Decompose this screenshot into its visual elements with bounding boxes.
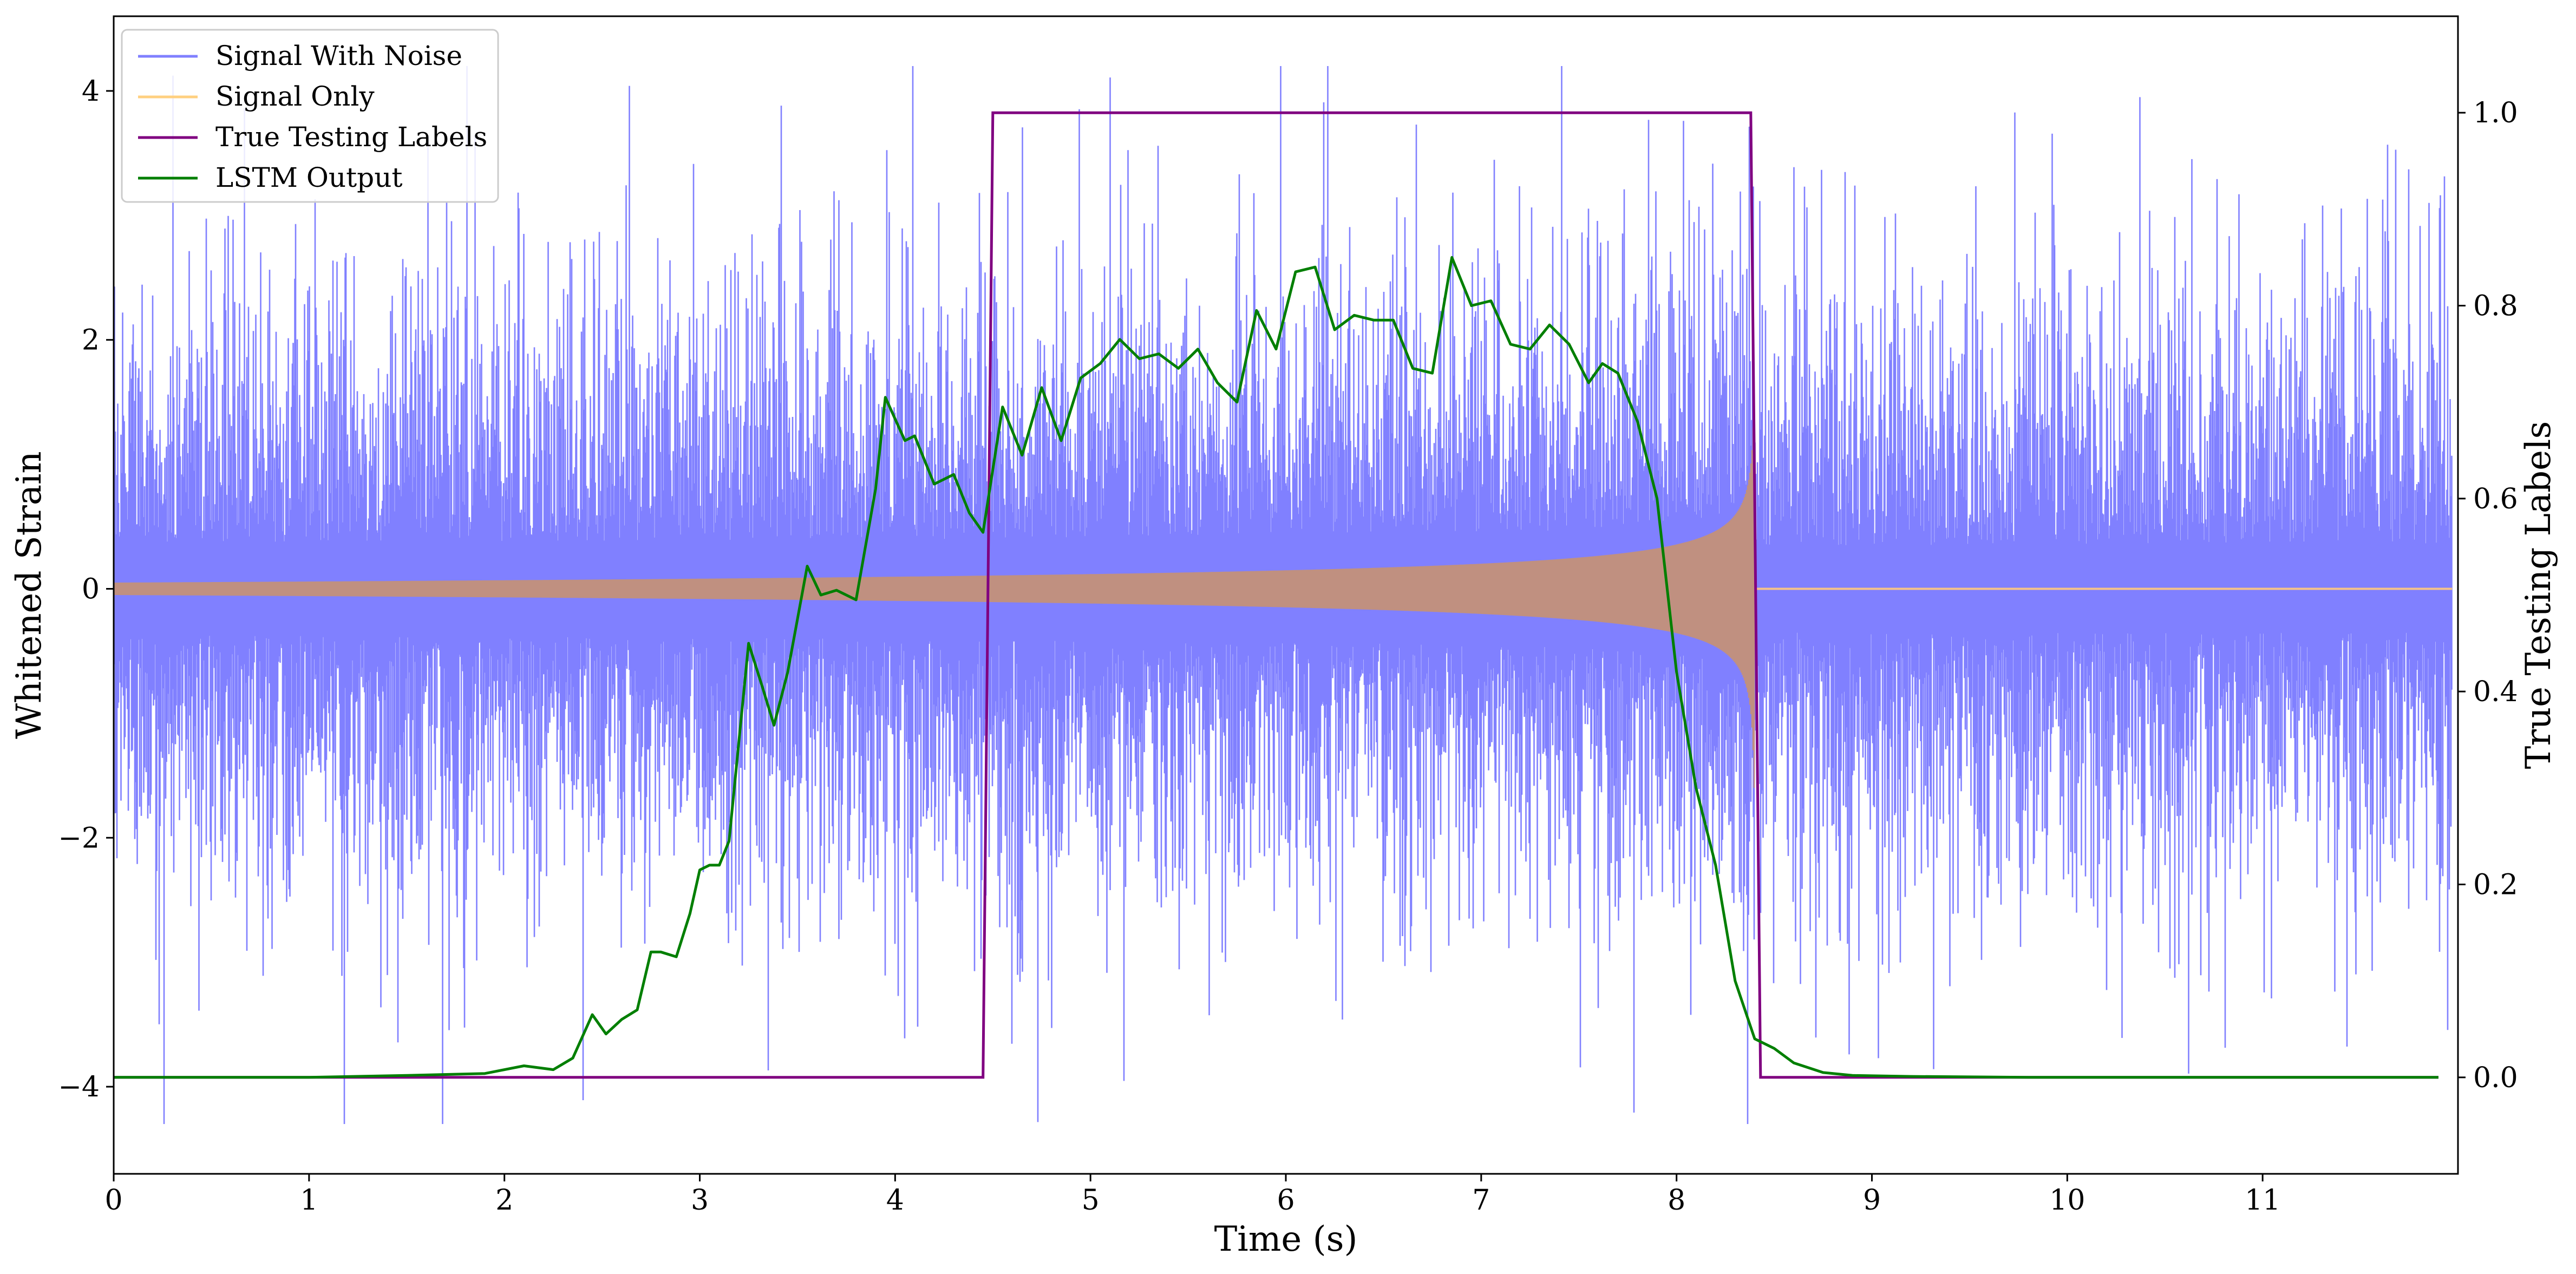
true-testing-labels-line (114, 111, 2438, 1079)
y-tick-label: 4 (82, 75, 100, 108)
x-tick-label: 6 (1277, 1184, 1294, 1217)
lstm-output-line (114, 256, 2438, 1079)
x-tick-label: 2 (495, 1184, 513, 1217)
legend-label-signal-with-noise: Signal With Noise (215, 40, 462, 71)
y-tick-label: −4 (58, 1071, 100, 1103)
legend-label-signal-only: Signal Only (215, 81, 375, 112)
y2-tick-label: 1.0 (2473, 97, 2518, 129)
x-axis-label: Time (s) (1214, 1219, 1358, 1259)
x-tick-label: 4 (886, 1184, 904, 1217)
y-axis-ticks: −4 −2 0 2 4 (58, 75, 114, 1103)
x-tick-label: 1 (300, 1184, 318, 1217)
y2-tick-label: 0.0 (2473, 1062, 2518, 1094)
y2-tick-label: 0.4 (2473, 676, 2518, 708)
x-tick-label: 0 (104, 1184, 122, 1217)
x-tick-label: 7 (1472, 1184, 1490, 1217)
x-tick-label: 8 (1668, 1184, 1685, 1217)
x-tick-label: 5 (1082, 1184, 1100, 1217)
y2-axis-ticks: 0.0 0.2 0.4 0.6 0.8 1.0 (2458, 97, 2518, 1094)
lstm-output-series (114, 256, 2438, 1079)
x-tick-label: 9 (1863, 1184, 1881, 1217)
legend-frame (121, 29, 499, 203)
signal-only-band (114, 389, 1755, 788)
legend-label-true-testing-labels: True Testing Labels (215, 121, 487, 153)
x-tick-label: 10 (2049, 1184, 2085, 1217)
y-tick-label: −2 (58, 822, 100, 854)
legend-label-lstm-output: LSTM Output (215, 162, 402, 193)
signal-only-series (114, 389, 2453, 788)
y-axis-label: Whitened Strain (9, 451, 49, 739)
x-tick-label: 3 (691, 1184, 709, 1217)
legend: Signal With Noise Signal Only True Testi… (121, 29, 499, 203)
x-tick-label: 11 (2245, 1184, 2280, 1217)
true-testing-labels-series (114, 111, 2438, 1079)
x-axis-ticks: 0 1 2 3 4 5 6 7 8 9 10 11 (104, 1174, 2280, 1217)
y2-tick-label: 0.6 (2473, 483, 2518, 515)
y2-tick-label: 0.2 (2473, 869, 2518, 901)
y-tick-label: 2 (82, 324, 100, 357)
y2-tick-label: 0.8 (2473, 290, 2518, 323)
y2-axis-label: True Testing Labels (2519, 421, 2559, 769)
y-tick-label: 0 (82, 573, 100, 606)
